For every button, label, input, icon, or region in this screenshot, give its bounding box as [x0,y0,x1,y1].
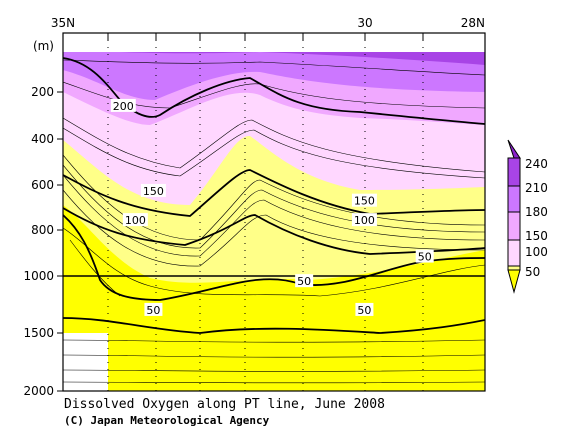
contour-label-200: 200 [113,100,134,113]
x-tick-label-35: 35N [51,16,75,30]
contour-label-bg [351,213,377,227]
colorbar-label-210: 210 [525,181,548,195]
colorbar-segment-210-240 [507,157,521,187]
y-unit-label: (m) [33,39,54,53]
y-tick-label-2000: 2000 [23,384,54,398]
contour-label-bg [355,302,374,316]
contour-label-bg [110,98,136,112]
chart-title: Dissolved Oxygen along PT line, June 200… [64,397,385,412]
colorbar-segment-100-150 [507,239,521,267]
contour-label-50: 50 [418,251,432,264]
y-tick-label-1500: 1500 [23,326,54,340]
colorbar-label-50: 50 [525,265,540,279]
y-tick-label-400: 400 [31,132,54,146]
colorbar: 240 210 180 150 100 50 [507,139,548,294]
contour-label-bg [295,274,314,288]
y-axis-ticks [57,91,63,392]
x-tick-label-30: 30 [357,16,372,30]
colorbar-label-150: 150 [525,229,548,243]
colorbar-segment-50-100 [507,265,521,271]
contour-label-50: 50 [146,304,160,317]
colorbar-label-240: 240 [525,157,548,171]
contour-label-150: 150 [143,185,164,198]
colorbar-segment-150-180 [507,211,521,241]
contour-lines [63,59,485,384]
contour-label-bg [415,249,434,263]
colorbar-top-triangle [507,139,521,159]
plot-frame [62,32,486,392]
contour-label-bg [122,213,148,227]
y-tick-label-1000: 1000 [23,269,54,283]
colorbar-label-180: 180 [525,205,548,219]
y-tick-label-800: 800 [31,223,54,237]
contour-label-50: 50 [357,304,371,317]
surface-blank [63,33,485,52]
bottom-topography [63,333,108,391]
x-tick-label-28: 28N [461,16,485,30]
contour-label-bg [351,193,377,207]
colorbar-label-100: 100 [525,245,548,259]
contour-label-100: 100 [125,214,146,227]
colorbar-segment-180-210 [507,185,521,213]
y-tick-labels: (m) 200 400 600 800 1000 1500 2000 [23,39,54,398]
y-tick-label-600: 600 [31,178,54,192]
contour-label-bg [140,183,166,197]
contour-fill [63,33,485,391]
contour-label-100: 100 [354,214,375,227]
y-tick-label-200: 200 [31,85,54,99]
contour-label-layer: 200 150 150 100 100 50 50 50 50 [110,98,434,317]
x-axis-ticks [62,33,486,40]
contour-label-bg [144,302,163,316]
contour-label-150: 150 [354,195,375,208]
contour-label-50: 50 [297,275,311,288]
x-tick-labels: 35N 30 28N [51,16,485,30]
chart-credit: (C) Japan Meteorological Agency [64,414,270,427]
colorbar-bottom-triangle [507,269,521,294]
